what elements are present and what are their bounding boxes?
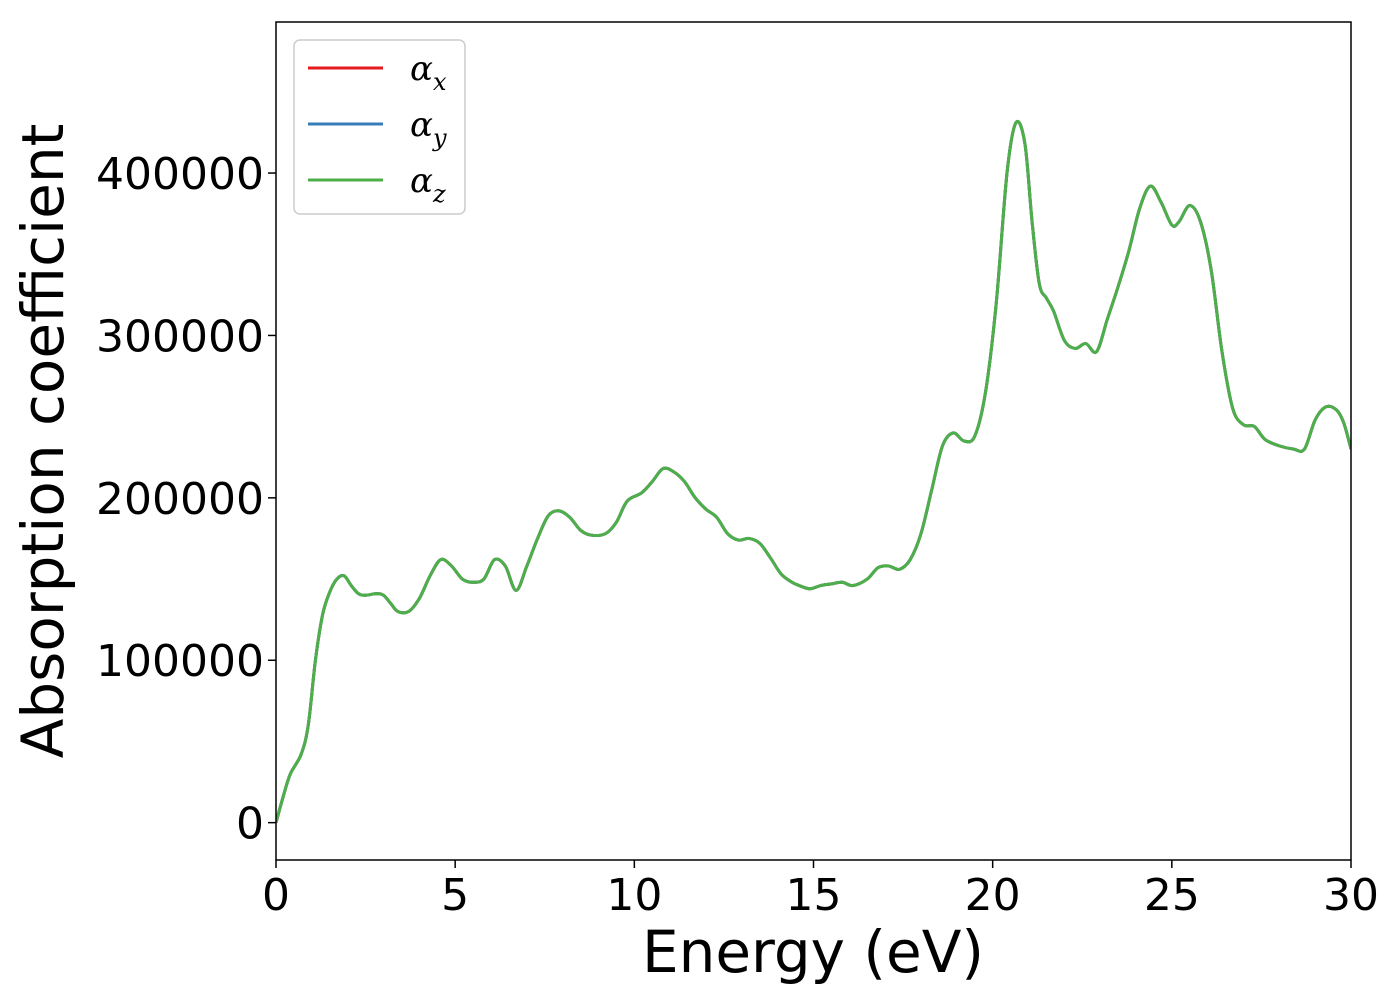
legend-label-y: αy [410,105,447,152]
y-tick-label: 0 [236,799,264,850]
x-tick-label: 20 [965,870,1021,921]
legend-box [293,39,466,215]
y-tick-label: 100000 [96,636,264,687]
x-tick-label: 30 [1323,870,1379,921]
x-tick-label: 15 [786,870,842,921]
plot-lines [276,120,1351,824]
y-tick-label: 400000 [96,149,264,200]
x-tick-label: 5 [441,870,469,921]
series-line-x [276,120,1351,824]
x-tick-label: 0 [262,870,290,921]
y-tick-label: 300000 [96,311,264,362]
y-axis-label: Absorption coefficient [9,124,77,759]
x-axis-label: Energy (eV) [642,918,984,986]
legend-label-z: αz [410,161,446,208]
x-tick-label: 10 [606,870,662,921]
series-line-z [276,120,1351,824]
y-tick-label: 200000 [96,474,264,525]
x-axis-ticks: 0 5 10 15 20 25 30 [262,860,1379,921]
legend: αx αy αz [293,39,466,215]
legend-label-x: αx [410,49,447,96]
y-axis-ticks: 0 100000 200000 300000 400000 [96,149,276,850]
x-tick-label: 25 [1144,870,1200,921]
series-line-y [276,120,1351,824]
